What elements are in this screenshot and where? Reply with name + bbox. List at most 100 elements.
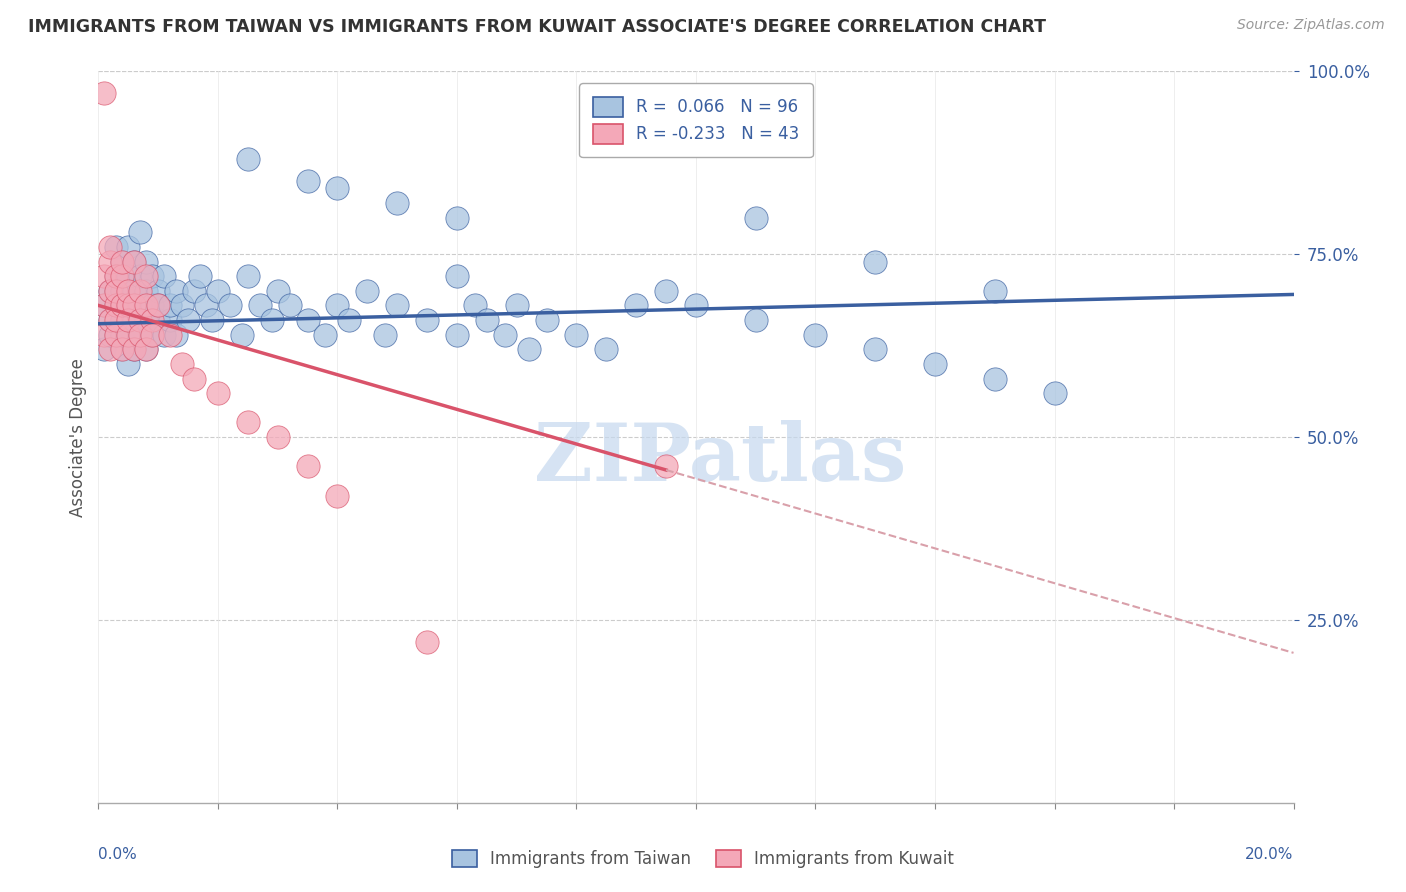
- Point: [105, 298, 128, 312]
- Point: [464, 298, 486, 312]
- Point: [117, 284, 139, 298]
- Point: [267, 284, 290, 298]
- Point: [141, 327, 163, 342]
- Point: [124, 343, 146, 357]
- Point: [236, 416, 259, 430]
- Point: [517, 343, 540, 357]
- Point: [148, 313, 170, 327]
- Point: [326, 181, 349, 195]
- Point: [172, 298, 194, 312]
- Point: [111, 269, 134, 284]
- Point: [924, 357, 946, 371]
- Point: [111, 298, 134, 312]
- Text: Source: ZipAtlas.com: Source: ZipAtlas.com: [1237, 18, 1385, 32]
- Point: [141, 269, 163, 284]
- Point: [416, 635, 439, 649]
- Point: [117, 269, 139, 284]
- Point: [117, 327, 139, 342]
- Point: [446, 269, 468, 284]
- Point: [236, 152, 259, 166]
- Point: [326, 298, 349, 312]
- Y-axis label: Associate's Degree: Associate's Degree: [69, 358, 87, 516]
- Point: [249, 298, 271, 312]
- Point: [745, 313, 768, 327]
- Point: [626, 298, 648, 312]
- Point: [148, 298, 170, 312]
- Point: [117, 357, 139, 371]
- Point: [385, 196, 409, 211]
- Point: [267, 430, 290, 444]
- Text: 20.0%: 20.0%: [1246, 847, 1294, 862]
- Point: [117, 298, 139, 312]
- Point: [339, 313, 361, 327]
- Point: [159, 298, 181, 312]
- Point: [195, 298, 218, 312]
- Point: [148, 298, 170, 312]
- Point: [105, 327, 128, 342]
- Point: [105, 269, 128, 284]
- Point: [374, 327, 396, 342]
- Point: [159, 313, 181, 327]
- Point: [165, 284, 187, 298]
- Point: [124, 298, 146, 312]
- Point: [117, 327, 139, 342]
- Point: [141, 327, 163, 342]
- Point: [984, 371, 1007, 385]
- Point: [148, 284, 170, 298]
- Point: [129, 225, 152, 239]
- Point: [117, 313, 139, 327]
- Point: [111, 284, 134, 298]
- Point: [135, 343, 157, 357]
- Point: [188, 269, 211, 284]
- Point: [93, 298, 115, 312]
- Point: [446, 211, 468, 225]
- Point: [804, 327, 827, 342]
- Point: [207, 284, 229, 298]
- Point: [111, 254, 134, 268]
- Point: [98, 327, 122, 342]
- Point: [129, 269, 152, 284]
- Point: [105, 240, 128, 254]
- Legend: R =  0.066   N = 96, R = -0.233   N = 43: R = 0.066 N = 96, R = -0.233 N = 43: [579, 83, 813, 157]
- Point: [98, 313, 122, 327]
- Point: [260, 313, 283, 327]
- Point: [153, 269, 176, 284]
- Text: IMMIGRANTS FROM TAIWAN VS IMMIGRANTS FROM KUWAIT ASSOCIATE'S DEGREE CORRELATION : IMMIGRANTS FROM TAIWAN VS IMMIGRANTS FRO…: [28, 18, 1046, 36]
- Point: [865, 343, 887, 357]
- Point: [129, 313, 152, 327]
- Point: [297, 313, 319, 327]
- Point: [536, 313, 558, 327]
- Point: [93, 269, 115, 284]
- Point: [135, 298, 157, 312]
- Point: [105, 269, 128, 284]
- Point: [153, 327, 176, 342]
- Point: [111, 343, 134, 357]
- Point: [326, 489, 349, 503]
- Point: [129, 298, 152, 312]
- Point: [105, 298, 128, 312]
- Point: [135, 254, 157, 268]
- Point: [124, 343, 146, 357]
- Point: [135, 313, 157, 327]
- Point: [1043, 386, 1066, 401]
- Point: [98, 240, 122, 254]
- Point: [124, 254, 146, 268]
- Point: [595, 343, 617, 357]
- Point: [98, 284, 122, 298]
- Point: [141, 298, 163, 312]
- Point: [685, 298, 707, 312]
- Point: [356, 284, 378, 298]
- Point: [446, 327, 468, 342]
- Point: [231, 327, 253, 342]
- Point: [124, 298, 146, 312]
- Point: [297, 174, 319, 188]
- Point: [494, 327, 516, 342]
- Point: [111, 343, 134, 357]
- Point: [135, 343, 157, 357]
- Point: [124, 313, 146, 327]
- Point: [315, 327, 337, 342]
- Point: [93, 298, 115, 312]
- Point: [105, 313, 128, 327]
- Text: 0.0%: 0.0%: [98, 847, 138, 862]
- Point: [93, 327, 115, 342]
